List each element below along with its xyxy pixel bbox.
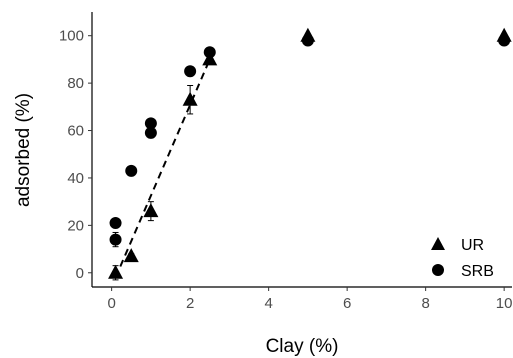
plot-panel <box>91 12 512 288</box>
y-axis-ticks: 0 20 40 60 80 100 <box>59 28 92 282</box>
y-axis-title: adsorbed (%) <box>13 93 34 207</box>
legend: UR SRB <box>431 237 494 280</box>
fit-line <box>114 59 211 278</box>
x-tick-label: 2 <box>186 295 194 312</box>
y-tick-label: 80 <box>67 75 84 92</box>
legend-marker-ur <box>431 237 445 250</box>
fit-line-group <box>114 59 211 278</box>
data-point-ur <box>123 248 139 263</box>
data-point-srb <box>203 46 216 59</box>
x-tick-label: 4 <box>264 295 272 312</box>
legend-marker-srb <box>432 264 444 276</box>
x-tick-label: 10 <box>496 295 513 312</box>
data-point-ur <box>202 51 218 66</box>
y-tick-label: 100 <box>59 28 84 45</box>
x-tick-label: 6 <box>343 295 351 312</box>
data-point-srb <box>109 233 122 246</box>
y-tick-label: 20 <box>67 217 84 234</box>
data-point-ur <box>182 91 198 106</box>
y-tick-label: 40 <box>67 170 84 187</box>
legend-label-srb: SRB <box>461 263 494 280</box>
data-points <box>108 27 512 279</box>
x-tick-label: 8 <box>421 295 429 312</box>
data-point-ur <box>108 264 124 279</box>
x-tick-label: 0 <box>107 295 115 312</box>
legend-label-ur: UR <box>461 237 484 254</box>
x-axis-ticks: 0 2 4 6 8 10 <box>107 287 512 312</box>
y-tick-label: 0 <box>76 265 84 282</box>
data-point-srb <box>109 216 122 229</box>
x-axis-title: Clay (%) <box>266 336 339 357</box>
data-point-srb <box>144 126 157 139</box>
data-point-srb <box>125 164 138 177</box>
data-point-ur <box>143 203 159 218</box>
data-point-srb <box>184 65 197 78</box>
data-point-srb <box>498 34 511 47</box>
y-tick-label: 60 <box>67 123 84 140</box>
data-point-srb <box>301 34 314 47</box>
data-point-srb <box>144 117 157 130</box>
